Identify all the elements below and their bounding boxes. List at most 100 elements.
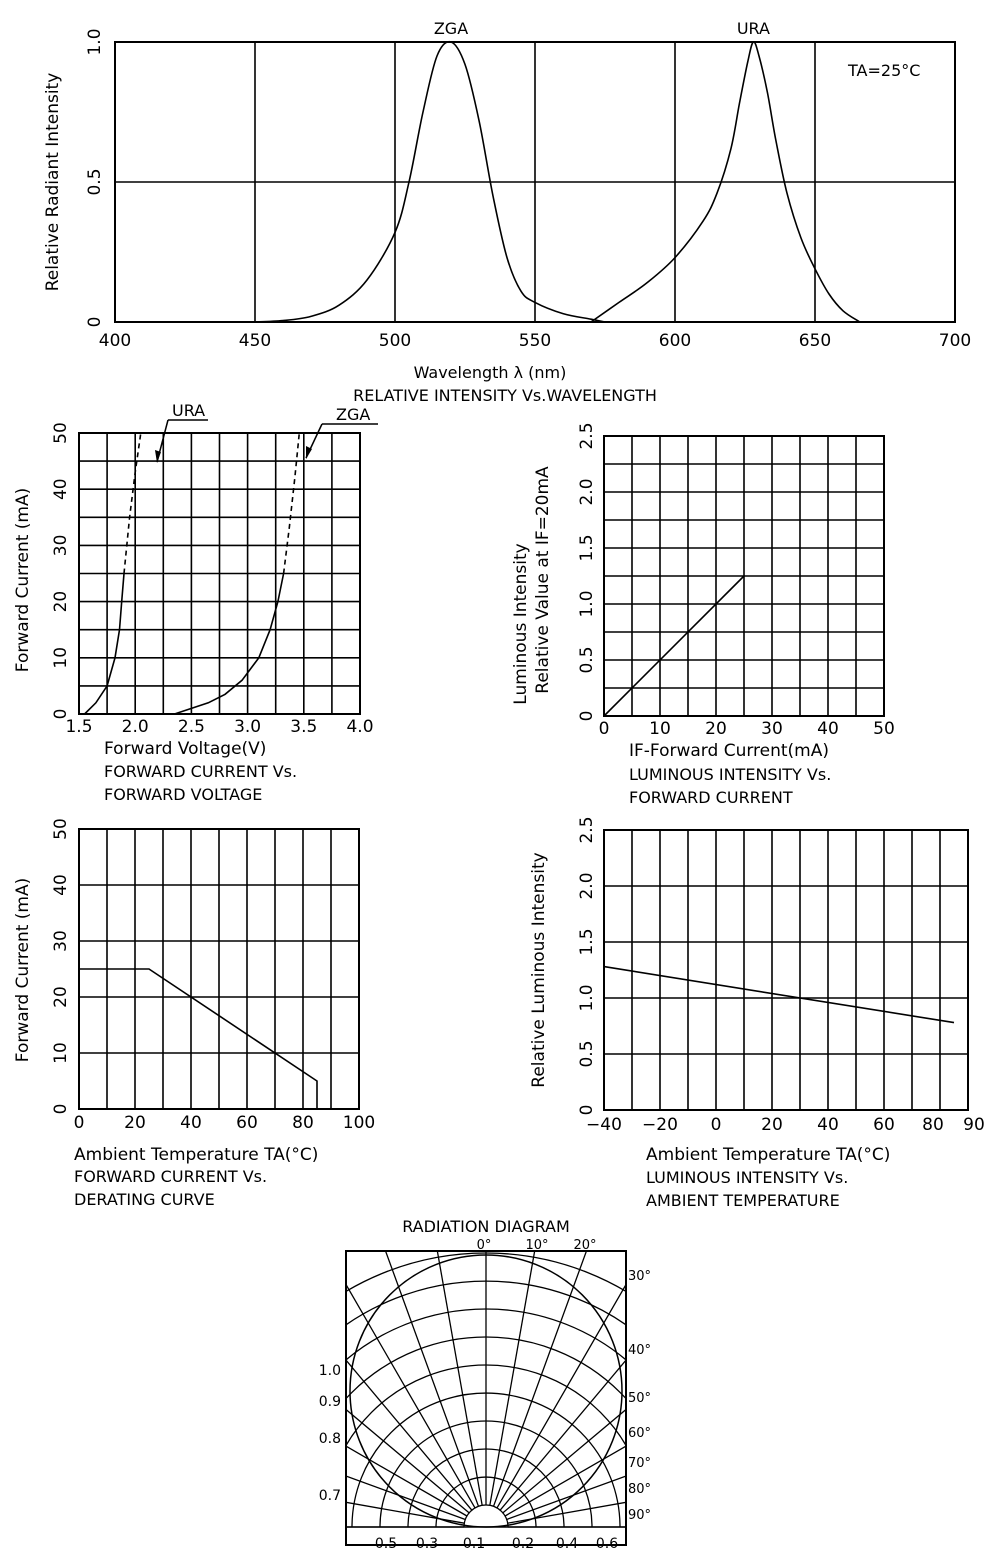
lum-temp-frame bbox=[603, 829, 969, 1111]
lum-temp-xlabel: Ambient Temperature TA(°C) bbox=[646, 1145, 890, 1165]
derating-title-line-1: FORWARD CURRENT Vs. bbox=[74, 1167, 267, 1186]
radiation-radial-label: 0.7 bbox=[319, 1488, 341, 1504]
derating-y-tick-label: 20 bbox=[51, 986, 71, 1008]
radiation-angle-label: 70° bbox=[628, 1456, 651, 1471]
spectrum-y-tick-label: 0 bbox=[85, 317, 105, 328]
lum-temp-x-ticks: −40 −20 0 20 40 60 80 90 bbox=[586, 1115, 985, 1135]
iv-title-line-2: FORWARD VOLTAGE bbox=[104, 785, 262, 804]
spectrum-x-tick-label: 400 bbox=[99, 331, 131, 351]
radiation-spoke bbox=[506, 1475, 626, 1521]
lum-if-ylabel-line-2: Relative Value at IF=20mA bbox=[533, 466, 553, 694]
lum-temp-chart: −40 −20 0 20 40 60 80 90 0 0.5 1.0 1.5 2.0 2.5 Relat… bbox=[529, 816, 985, 1210]
spectrum-x-tick-label: 650 bbox=[799, 331, 831, 351]
radiation-bottom-label: 0.1 bbox=[463, 1536, 485, 1552]
iv-x-tick-label: 1.5 bbox=[65, 717, 92, 737]
lum-temp-y-tick-label: 1.5 bbox=[577, 928, 597, 955]
radiation-angle-label: 30° bbox=[628, 1269, 651, 1284]
iv-x-ticks: 1.5 2.0 2.5 3.0 3.5 4.0 bbox=[65, 717, 373, 737]
spectrum-grid bbox=[115, 42, 955, 322]
spectrum-title: RELATIVE INTENSITY Vs.WAVELENGTH bbox=[353, 386, 657, 405]
radiation-bottom-labels: 0.5 0.3 0.1 0.2 0.4 0.6 bbox=[375, 1536, 618, 1552]
derating-chart: 0 20 40 60 80 100 0 10 20 30 40 50 Forward Current… bbox=[13, 818, 375, 1209]
radiation-bottom-label: 0.2 bbox=[512, 1536, 534, 1552]
lum-if-title-line-2: FORWARD CURRENT bbox=[629, 788, 793, 807]
spectrum-y-ticks: 0 0.5 1.0 bbox=[85, 28, 105, 327]
lum-temp-grid bbox=[604, 830, 968, 1110]
lum-if-x-tick-label: 50 bbox=[873, 719, 895, 739]
iv-grid bbox=[79, 433, 360, 714]
radiation-radial-label: 0.9 bbox=[319, 1394, 341, 1410]
iv-series-ura bbox=[84, 573, 125, 715]
lum-if-y-tick-label: 0.5 bbox=[577, 646, 597, 673]
lum-temp-y-tick-label: 1.0 bbox=[577, 984, 597, 1011]
lum-if-xlabel: IF-Forward Current(mA) bbox=[629, 741, 829, 761]
lum-temp-x-tick-label: 40 bbox=[817, 1115, 839, 1135]
radiation-radial-label: 1.0 bbox=[319, 1363, 341, 1379]
radiation-spoke bbox=[384, 1251, 480, 1507]
lum-if-x-tick-label: 0 bbox=[599, 719, 610, 739]
derating-x-tick-label: 100 bbox=[343, 1113, 375, 1133]
iv-callout-ura: URA bbox=[172, 401, 205, 420]
lum-temp-x-tick-label: 80 bbox=[922, 1115, 944, 1135]
lum-if-x-tick-label: 10 bbox=[649, 719, 671, 739]
iv-x-tick-label: 2.0 bbox=[122, 717, 149, 737]
radiation-spoke bbox=[346, 1283, 476, 1509]
iv-series-ura-dashed bbox=[123, 432, 142, 574]
iv-chart: 1.5 2.0 2.5 3.0 3.5 4.0 0 10 20 30 40 50 URA ZGA F… bbox=[13, 401, 378, 804]
radiation-angle-label: 80° bbox=[628, 1482, 651, 1497]
radiation-spoke bbox=[346, 1501, 465, 1524]
iv-series-zga-dashed bbox=[282, 432, 301, 574]
iv-callouts: URA ZGA bbox=[155, 401, 378, 463]
radiation-spoke bbox=[504, 1445, 626, 1517]
spectrum-xlabel: Wavelength λ (nm) bbox=[414, 363, 567, 382]
radiation-angle-label: 50° bbox=[628, 1391, 651, 1406]
derating-x-tick-label: 40 bbox=[180, 1113, 202, 1133]
iv-y-tick-label: 0 bbox=[51, 709, 71, 720]
radiation-spoke bbox=[499, 1359, 626, 1511]
spectrum-frame bbox=[114, 41, 956, 323]
radiation-angle-labels: 0° 10° 20° 30° 40° 50° 60° 70° 80° 90° bbox=[477, 1238, 651, 1523]
lum-temp-series-line bbox=[603, 965, 955, 1024]
lum-temp-x-tick-label: −20 bbox=[642, 1115, 678, 1135]
lum-temp-x-tick-label: 20 bbox=[761, 1115, 783, 1135]
radiation-angle-label: 10° bbox=[525, 1238, 548, 1253]
lum-if-y-tick-label: 1.5 bbox=[577, 534, 597, 561]
iv-x-tick-label: 3.0 bbox=[234, 717, 261, 737]
iv-series bbox=[84, 432, 301, 715]
lum-if-y-ticks: 0 0.5 1.0 1.5 2.0 2.5 bbox=[577, 422, 597, 721]
derating-x-tick-label: 60 bbox=[236, 1113, 258, 1133]
derating-x-tick-label: 0 bbox=[74, 1113, 85, 1133]
iv-title-line-1: FORWARD CURRENT Vs. bbox=[104, 762, 297, 781]
radiation-radial-labels: 1.0 0.9 0.8 0.7 bbox=[319, 1363, 341, 1504]
lum-if-x-tick-label: 30 bbox=[761, 719, 783, 739]
spectrum-x-tick-label: 500 bbox=[379, 331, 411, 351]
radiation-bottom-label: 0.5 bbox=[375, 1536, 397, 1552]
spectrum-annotation: TA=25°C bbox=[847, 61, 920, 80]
lum-temp-x-tick-label: 0 bbox=[711, 1115, 722, 1135]
derating-series bbox=[79, 968, 318, 1109]
derating-x-ticks: 0 20 40 60 80 100 bbox=[74, 1113, 376, 1133]
spectrum-series-label-zga: ZGA bbox=[434, 19, 468, 38]
derating-series-line bbox=[79, 968, 318, 1109]
radiation-angle-label: 60° bbox=[628, 1426, 651, 1441]
radiation-spokes bbox=[346, 1251, 626, 1528]
derating-x-tick-label: 80 bbox=[292, 1113, 314, 1133]
derating-y-tick-label: 10 bbox=[51, 1042, 71, 1064]
iv-y-tick-label: 20 bbox=[51, 591, 71, 613]
radiation-angle-label: 0° bbox=[477, 1238, 492, 1253]
lum-if-grid bbox=[604, 436, 884, 716]
iv-x-tick-label: 3.5 bbox=[290, 717, 317, 737]
derating-y-tick-label: 30 bbox=[51, 930, 71, 952]
derating-ylabel: Forward Current (mA) bbox=[13, 878, 33, 1062]
radiation-bottom-label: 0.3 bbox=[416, 1536, 438, 1552]
radiation-spoke bbox=[436, 1251, 483, 1506]
spectrum-series-ura bbox=[590, 41, 861, 323]
radiation-spoke bbox=[346, 1408, 470, 1514]
radiation-spoke bbox=[346, 1359, 473, 1511]
spectrum-series: ZGA URA bbox=[254, 19, 861, 323]
spectrum-y-tick-label: 0.5 bbox=[85, 168, 105, 195]
lum-if-series-line bbox=[603, 575, 745, 717]
iv-callout-zga: ZGA bbox=[336, 405, 370, 424]
lum-if-series bbox=[603, 575, 745, 717]
